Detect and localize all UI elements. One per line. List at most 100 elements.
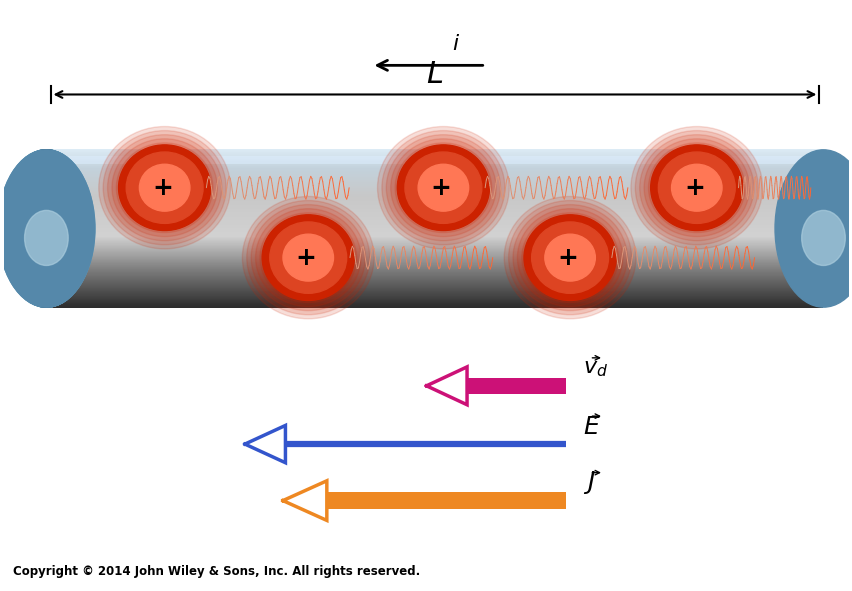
Bar — [46, 259, 822, 261]
Bar — [46, 162, 822, 163]
Text: $L$: $L$ — [426, 60, 443, 89]
Ellipse shape — [3, 150, 89, 307]
Ellipse shape — [26, 150, 66, 307]
Bar — [46, 232, 822, 233]
Bar — [46, 304, 822, 305]
Bar — [46, 260, 822, 261]
Bar — [46, 282, 822, 284]
Bar — [46, 302, 822, 303]
Bar — [46, 178, 822, 179]
Bar — [46, 251, 822, 252]
Ellipse shape — [0, 150, 94, 307]
Bar — [46, 213, 822, 214]
Bar — [46, 231, 822, 232]
Ellipse shape — [6, 150, 87, 307]
Bar — [46, 181, 822, 183]
Bar — [46, 220, 822, 221]
Ellipse shape — [521, 213, 618, 303]
Ellipse shape — [0, 150, 95, 307]
Bar — [46, 182, 822, 183]
Bar — [46, 227, 822, 228]
Bar — [46, 287, 822, 288]
Ellipse shape — [405, 152, 481, 223]
Polygon shape — [283, 481, 326, 521]
Bar — [46, 282, 822, 283]
Ellipse shape — [648, 143, 745, 233]
Bar — [46, 254, 822, 255]
Ellipse shape — [9, 150, 84, 307]
Polygon shape — [426, 367, 467, 405]
Bar — [46, 192, 822, 193]
Ellipse shape — [27, 150, 66, 307]
Bar — [46, 209, 822, 210]
Bar — [46, 235, 822, 236]
Bar — [46, 281, 822, 282]
Bar — [46, 215, 822, 216]
Bar — [46, 189, 822, 190]
Bar — [46, 238, 822, 239]
Bar — [46, 272, 822, 273]
Bar — [46, 207, 822, 208]
Bar — [46, 151, 822, 152]
Bar — [46, 287, 822, 288]
Bar — [46, 200, 822, 201]
Bar — [46, 156, 822, 157]
Bar — [46, 264, 822, 265]
Ellipse shape — [283, 234, 333, 281]
Bar — [46, 185, 822, 186]
Ellipse shape — [31, 150, 62, 307]
Ellipse shape — [512, 204, 626, 311]
Bar — [46, 221, 822, 222]
Ellipse shape — [397, 145, 489, 230]
Bar — [46, 196, 822, 197]
Bar — [46, 274, 822, 275]
Bar — [46, 157, 822, 158]
Bar — [46, 166, 822, 167]
Bar — [46, 174, 822, 176]
Bar — [46, 197, 822, 198]
Ellipse shape — [33, 150, 59, 307]
Ellipse shape — [33, 150, 60, 307]
Bar — [46, 284, 822, 285]
Ellipse shape — [28, 150, 65, 307]
Ellipse shape — [38, 150, 55, 307]
Bar — [46, 265, 822, 267]
Bar — [46, 289, 822, 290]
Bar — [46, 241, 822, 242]
Bar — [46, 255, 822, 256]
Bar — [46, 217, 822, 218]
Ellipse shape — [639, 135, 753, 241]
Text: +: + — [557, 246, 578, 269]
Bar — [46, 261, 822, 262]
Bar — [46, 174, 822, 175]
Bar — [46, 271, 822, 272]
Bar — [46, 206, 822, 207]
Bar — [46, 254, 822, 255]
Bar — [46, 212, 822, 213]
Ellipse shape — [9, 150, 83, 307]
Bar — [46, 297, 822, 298]
Bar — [46, 303, 822, 304]
Bar — [46, 298, 822, 300]
Bar — [46, 180, 822, 181]
Bar — [46, 184, 822, 186]
Bar — [46, 303, 822, 304]
Bar — [46, 256, 822, 258]
Bar — [46, 260, 822, 261]
Bar — [46, 189, 822, 190]
Bar — [46, 291, 822, 292]
Ellipse shape — [14, 150, 78, 307]
Ellipse shape — [394, 143, 491, 233]
Ellipse shape — [262, 215, 354, 300]
Ellipse shape — [24, 150, 69, 307]
Bar — [46, 257, 822, 258]
Bar — [46, 288, 822, 289]
Bar — [46, 279, 822, 280]
Text: $v_d$: $v_d$ — [582, 359, 607, 379]
Ellipse shape — [246, 200, 369, 315]
Bar — [46, 154, 822, 155]
Ellipse shape — [382, 131, 504, 245]
Bar — [46, 248, 822, 249]
Ellipse shape — [14, 150, 79, 307]
Bar — [46, 299, 822, 300]
